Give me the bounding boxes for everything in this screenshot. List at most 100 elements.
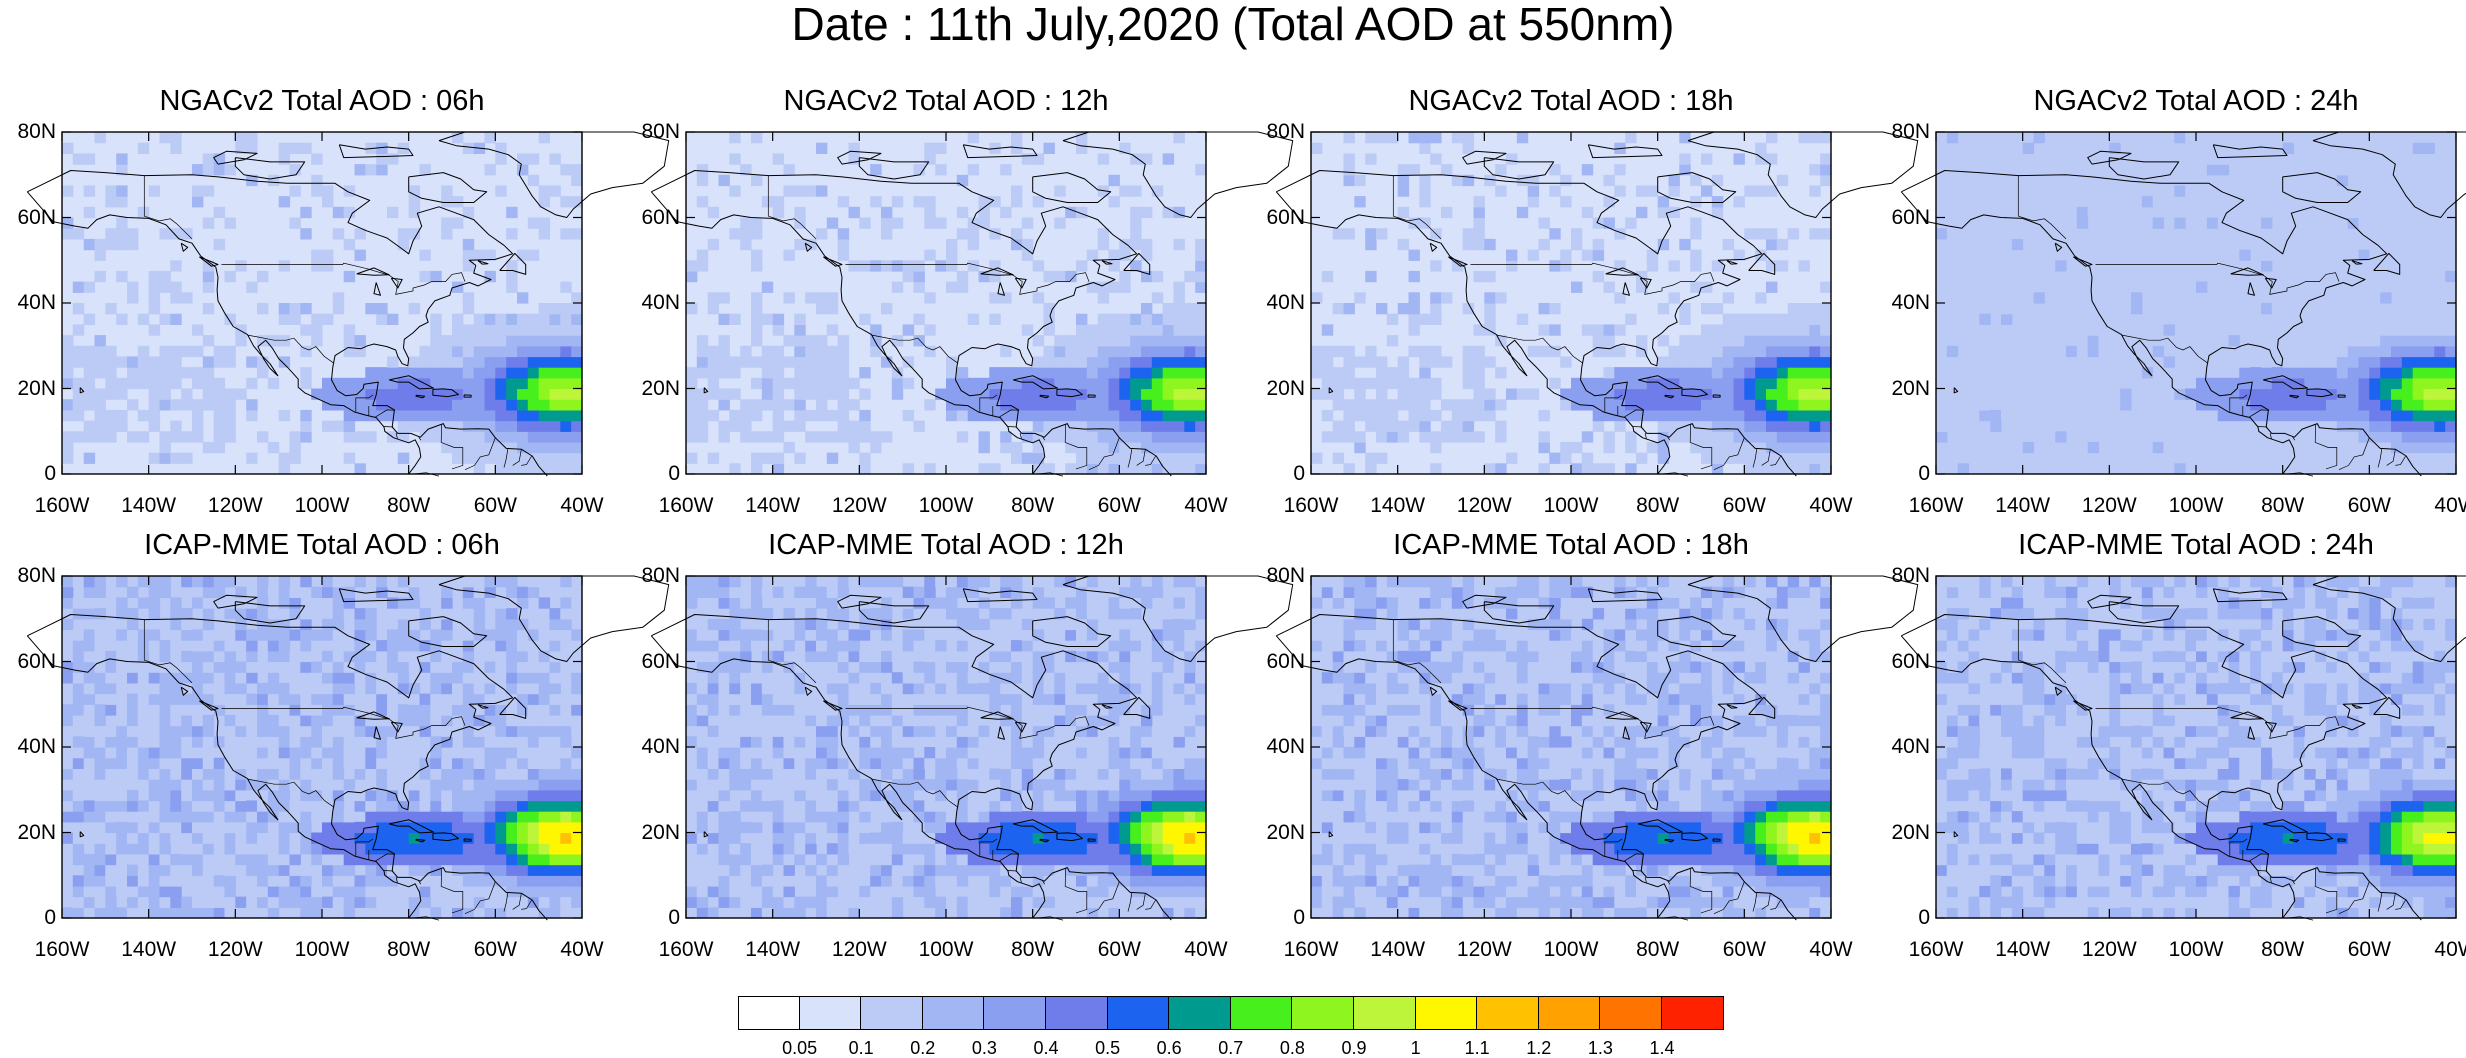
aod-cell [170, 619, 181, 630]
aod-cell [517, 346, 528, 357]
aod-cell [160, 367, 171, 378]
aod-cell [290, 833, 301, 844]
aod-cell [2055, 389, 2066, 400]
aod-cell [2283, 389, 2294, 400]
aod-cell [957, 694, 968, 705]
aod-cell [2424, 378, 2435, 389]
aod-cell [2044, 389, 2055, 400]
aod-cell [935, 747, 946, 758]
aod-cell [935, 662, 946, 673]
aod-cell [2402, 132, 2413, 143]
aod-cell [246, 865, 257, 876]
aod-cell [560, 907, 571, 918]
aod-cell [420, 367, 431, 378]
aod-cell [105, 629, 116, 640]
aod-cell [729, 811, 740, 822]
lon-tick-label: 60W [460, 938, 530, 962]
aod-cell [816, 143, 827, 154]
aod-cell [1679, 399, 1690, 410]
aod-cell [903, 662, 914, 673]
aod-cell [268, 843, 279, 854]
aod-cell [2066, 346, 2077, 357]
aod-cell [881, 800, 892, 811]
aod-cell [506, 800, 517, 811]
aod-cell [892, 736, 903, 747]
aod-cell [2218, 389, 2229, 400]
aod-cell [924, 800, 935, 811]
aod-cell [849, 421, 860, 432]
aod-cell [1969, 335, 1980, 346]
aod-cell [105, 854, 116, 865]
aod-cell [740, 758, 751, 769]
aod-cell [387, 907, 398, 918]
aod-cell [2196, 324, 2207, 335]
aod-cell [1755, 431, 1766, 442]
aod-cell [84, 399, 95, 410]
aod-cell [203, 185, 214, 196]
aod-cell [2131, 196, 2142, 207]
aod-cell [1474, 239, 1485, 250]
aod-cell [914, 260, 925, 271]
aod-cell [474, 314, 485, 325]
aod-cell [729, 153, 740, 164]
aod-cell [773, 854, 784, 865]
aod-cell [95, 897, 106, 908]
aod-cell [1344, 421, 1355, 432]
aod-cell [1087, 389, 1098, 400]
aod-cell [1788, 335, 1799, 346]
aod-cell [235, 790, 246, 801]
aod-cell [2359, 314, 2370, 325]
aod-cell [409, 790, 420, 801]
aod-cell [914, 271, 925, 282]
aod-cell [751, 865, 762, 876]
aod-cell [517, 651, 528, 662]
aod-cell [1163, 389, 1174, 400]
aod-cell [365, 399, 376, 410]
aod-cell [225, 164, 236, 175]
aod-cell [708, 704, 719, 715]
aod-cell [246, 833, 257, 844]
aod-cell [773, 811, 784, 822]
aod-cell [246, 662, 257, 673]
aod-cell [957, 228, 968, 239]
aod-cell [1184, 303, 1195, 314]
aod-cell [2109, 378, 2120, 389]
aod-cell [2424, 356, 2435, 367]
aod-cell [528, 399, 539, 410]
aod-cell [138, 704, 149, 715]
aod-cell [181, 768, 192, 779]
aod-cell [2109, 389, 2120, 400]
aod-cell [729, 640, 740, 651]
aod-cell [740, 629, 751, 640]
aod-cell [1549, 303, 1560, 314]
aod-cell [539, 303, 550, 314]
aod-cell [1054, 410, 1065, 421]
aod-cell [62, 811, 73, 822]
aod-cell [1947, 132, 1958, 143]
aod-cell [344, 185, 355, 196]
aod-cell [2218, 175, 2229, 186]
aod-cell [214, 875, 225, 886]
aod-cell [138, 651, 149, 662]
aod-cell [1669, 185, 1680, 196]
aod-cell [2424, 346, 2435, 357]
aod-cell [279, 576, 290, 587]
aod-cell [870, 768, 881, 779]
aod-cell [203, 790, 214, 801]
aod-cell [1152, 314, 1163, 325]
aod-cell [1625, 431, 1636, 442]
aod-cell [1376, 228, 1387, 239]
aod-cell [1979, 410, 1990, 421]
aod-cell [1734, 453, 1745, 464]
aod-cell [257, 431, 268, 442]
aod-cell [1820, 463, 1831, 474]
aod-cell [474, 865, 485, 876]
aod-cell [859, 662, 870, 673]
aod-cell [1463, 399, 1474, 410]
aod-cell [257, 715, 268, 726]
aod-cell [84, 431, 95, 442]
aod-cell [420, 410, 431, 421]
aod-cell [441, 335, 452, 346]
aod-cell [441, 811, 452, 822]
aod-cell [333, 779, 344, 790]
